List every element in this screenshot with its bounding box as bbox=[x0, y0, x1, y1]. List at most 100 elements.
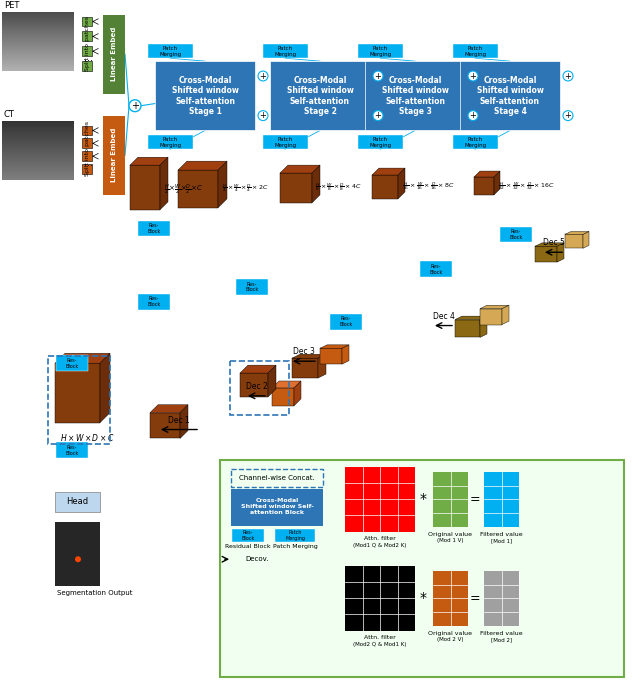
Bar bbox=[2, 140, 74, 141]
Polygon shape bbox=[502, 306, 509, 325]
Bar bbox=[55, 565, 100, 566]
Bar bbox=[2, 138, 74, 139]
Text: $\frac{H}{2}$$\times$$\frac{W}{2}$$\times$$\frac{D}{2}$$\times C$: $\frac{H}{2}$$\times$$\frac{W}{2}$$\time… bbox=[164, 183, 204, 197]
Bar bbox=[82, 47, 92, 56]
FancyBboxPatch shape bbox=[56, 356, 88, 371]
Bar bbox=[2, 160, 74, 161]
Bar bbox=[2, 130, 74, 132]
Bar bbox=[2, 129, 74, 130]
Text: Original value: Original value bbox=[429, 532, 472, 536]
Bar bbox=[2, 52, 74, 53]
Bar bbox=[2, 42, 74, 43]
Polygon shape bbox=[240, 365, 276, 373]
Bar bbox=[484, 472, 519, 527]
Text: $\frac{H}{8}\times\frac{W}{8}\times\frac{D}{8}\times 4C$: $\frac{H}{8}\times\frac{W}{8}\times\frac… bbox=[315, 181, 362, 193]
Text: Linear Embed: Linear Embed bbox=[111, 27, 117, 82]
Bar bbox=[2, 34, 74, 36]
Bar bbox=[2, 29, 74, 30]
Bar bbox=[2, 168, 74, 169]
Polygon shape bbox=[272, 388, 294, 406]
Bar bbox=[2, 12, 74, 71]
Polygon shape bbox=[342, 345, 349, 364]
Bar bbox=[2, 21, 74, 23]
Text: CT: CT bbox=[4, 110, 15, 119]
Bar bbox=[2, 67, 74, 68]
Text: Patch
Merging: Patch Merging bbox=[285, 530, 305, 541]
Circle shape bbox=[563, 111, 573, 121]
Bar bbox=[2, 149, 74, 150]
Bar bbox=[55, 543, 100, 545]
Circle shape bbox=[373, 111, 383, 121]
Polygon shape bbox=[583, 232, 589, 248]
Bar bbox=[55, 550, 100, 551]
Text: ...: ... bbox=[84, 158, 93, 168]
Bar bbox=[55, 538, 100, 539]
FancyBboxPatch shape bbox=[420, 261, 452, 277]
Polygon shape bbox=[100, 353, 110, 423]
Polygon shape bbox=[160, 157, 168, 210]
Polygon shape bbox=[178, 161, 227, 170]
Bar bbox=[2, 145, 74, 147]
Bar bbox=[2, 59, 74, 60]
Text: Patch
Merging: Patch Merging bbox=[369, 46, 392, 57]
Text: Attn. filter: Attn. filter bbox=[364, 536, 396, 541]
Bar bbox=[2, 178, 74, 179]
Bar bbox=[2, 69, 74, 70]
Polygon shape bbox=[398, 168, 405, 199]
Bar bbox=[2, 175, 74, 176]
Circle shape bbox=[129, 100, 141, 112]
Polygon shape bbox=[494, 171, 500, 195]
Bar bbox=[2, 66, 74, 67]
Text: Res-
Block: Res- Block bbox=[509, 229, 523, 240]
Text: =: = bbox=[470, 592, 480, 605]
Text: +: + bbox=[374, 111, 381, 120]
Bar bbox=[2, 148, 74, 149]
Bar bbox=[2, 12, 74, 14]
Text: Res-
Block: Res- Block bbox=[241, 530, 255, 541]
Text: Dec 2: Dec 2 bbox=[246, 382, 268, 391]
Polygon shape bbox=[292, 358, 318, 378]
Polygon shape bbox=[130, 165, 160, 210]
Bar bbox=[55, 576, 100, 577]
Circle shape bbox=[258, 111, 268, 121]
Text: Cross-Modal
Shifted window
Self-attention
Stage 1: Cross-Modal Shifted window Self-attentio… bbox=[172, 76, 239, 116]
Polygon shape bbox=[280, 165, 320, 173]
Bar bbox=[55, 549, 100, 550]
Bar bbox=[2, 155, 74, 156]
Bar bbox=[2, 127, 74, 129]
Bar bbox=[2, 143, 74, 145]
FancyBboxPatch shape bbox=[270, 61, 370, 130]
Polygon shape bbox=[320, 345, 349, 348]
Polygon shape bbox=[294, 381, 301, 406]
Bar bbox=[2, 27, 74, 29]
Bar bbox=[2, 147, 74, 148]
Text: $\frac{H}{4}\times\frac{W}{4}\times\frac{D}{4}\times 2C$: $\frac{H}{4}\times\frac{W}{4}\times\frac… bbox=[222, 182, 269, 194]
Polygon shape bbox=[150, 405, 188, 412]
Polygon shape bbox=[474, 177, 494, 195]
Bar bbox=[55, 554, 100, 556]
FancyBboxPatch shape bbox=[56, 443, 88, 458]
Bar bbox=[82, 16, 92, 27]
Bar bbox=[2, 23, 74, 25]
Bar bbox=[2, 14, 74, 16]
Bar bbox=[2, 157, 74, 158]
Text: Attn. filter: Attn. filter bbox=[364, 636, 396, 640]
Text: *: * bbox=[419, 493, 426, 506]
Circle shape bbox=[373, 71, 383, 81]
FancyBboxPatch shape bbox=[148, 136, 193, 149]
Bar bbox=[55, 572, 100, 573]
Text: Segmentation Output: Segmentation Output bbox=[57, 590, 132, 596]
Bar bbox=[484, 571, 519, 625]
Bar bbox=[55, 584, 100, 585]
Polygon shape bbox=[372, 175, 398, 199]
Polygon shape bbox=[557, 243, 564, 262]
FancyBboxPatch shape bbox=[103, 116, 125, 195]
Polygon shape bbox=[280, 173, 312, 203]
Text: Patch
Merging: Patch Merging bbox=[275, 137, 296, 148]
Text: Filtered value: Filtered value bbox=[480, 532, 523, 536]
Text: $\frac{H}{32}\times\frac{W}{32}\times\frac{D}{32}\times 16C$: $\frac{H}{32}\times\frac{W}{32}\times\fr… bbox=[498, 180, 554, 192]
Bar bbox=[2, 49, 74, 50]
FancyBboxPatch shape bbox=[138, 221, 170, 236]
FancyBboxPatch shape bbox=[220, 460, 624, 677]
Bar bbox=[433, 571, 468, 625]
